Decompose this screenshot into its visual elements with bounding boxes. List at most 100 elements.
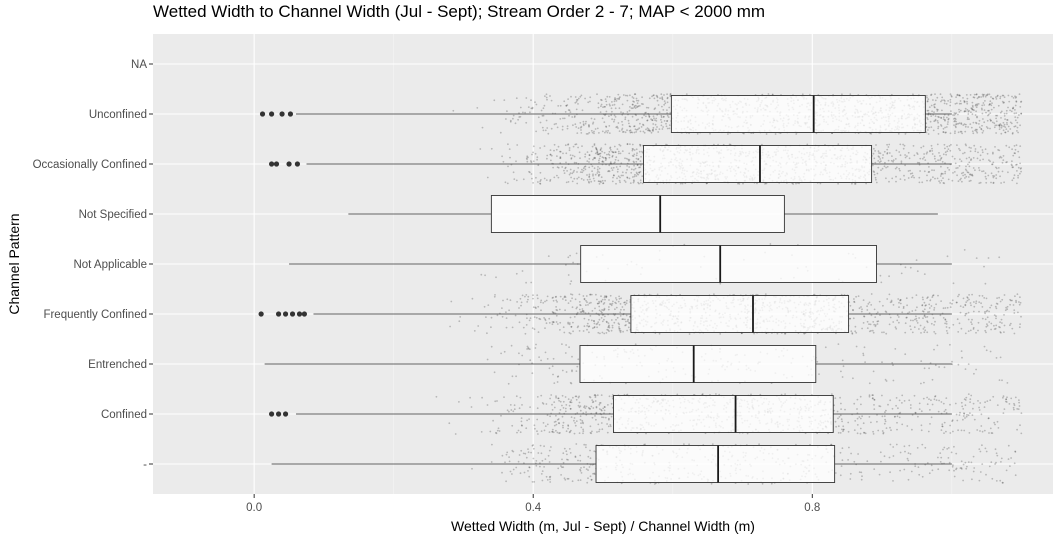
jitter-point <box>570 416 573 418</box>
jitter-point <box>1000 132 1003 135</box>
jitter-point <box>645 115 647 118</box>
jitter-point <box>940 116 942 119</box>
jitter-point <box>994 146 996 148</box>
jitter-point <box>942 116 945 119</box>
jitter-point <box>927 430 930 433</box>
jitter-point <box>873 147 875 150</box>
jitter-point <box>931 110 933 113</box>
jitter-point <box>601 179 604 182</box>
jitter-point <box>518 307 520 309</box>
jitter-point <box>940 179 943 182</box>
jitter-point <box>713 293 715 296</box>
jitter-point <box>637 128 639 131</box>
jitter-point <box>874 176 877 179</box>
jitter-point <box>509 404 512 406</box>
jitter-point <box>624 131 627 134</box>
jitter-point <box>582 123 585 125</box>
jitter-point <box>537 181 539 183</box>
jitter-point <box>870 314 873 317</box>
jitter-point <box>628 321 630 324</box>
jitter-point <box>562 326 565 329</box>
jitter-point <box>626 143 629 146</box>
jitter-point <box>851 333 854 335</box>
jitter-point <box>945 430 947 433</box>
jitter-point <box>522 111 524 114</box>
jitter-point <box>960 401 963 404</box>
jitter-point <box>985 94 988 97</box>
jitter-point <box>538 317 541 320</box>
jitter-point <box>897 407 899 410</box>
jitter-point <box>909 404 912 406</box>
jitter-point <box>960 160 963 163</box>
jitter-point <box>518 352 520 355</box>
jitter-point <box>625 324 627 326</box>
jitter-point <box>938 152 940 154</box>
jitter-point <box>879 405 882 408</box>
jitter-point <box>892 159 895 162</box>
jitter-point <box>1011 132 1014 134</box>
jitter-point <box>515 395 518 398</box>
jitter-point <box>1002 155 1005 157</box>
jitter-point <box>593 180 596 182</box>
jitter-point <box>587 180 590 183</box>
jitter-point <box>614 107 617 110</box>
jitter-point <box>973 305 976 308</box>
jitter-point <box>933 104 935 106</box>
jitter-point <box>883 422 886 425</box>
jitter-point <box>974 129 976 132</box>
jitter-point <box>978 310 980 313</box>
jitter-point <box>526 158 528 161</box>
jitter-point <box>949 403 951 406</box>
jitter-point <box>888 323 891 326</box>
jitter-point <box>980 302 982 305</box>
jitter-point <box>705 182 708 185</box>
jitter-point <box>1002 395 1005 398</box>
jitter-point <box>946 306 949 309</box>
jitter-point <box>876 311 879 314</box>
jitter-point <box>537 331 540 333</box>
jitter-point <box>596 151 599 154</box>
jitter-point <box>629 94 631 97</box>
jitter-point <box>914 412 917 414</box>
jitter-point <box>872 430 874 433</box>
jitter-point <box>946 166 949 169</box>
jitter-point <box>1014 148 1017 151</box>
jitter-point <box>999 326 1001 329</box>
jitter-point <box>590 319 593 322</box>
jitter-point <box>876 420 878 423</box>
jitter-point <box>596 93 598 96</box>
jitter-point <box>517 429 520 432</box>
jitter-point <box>965 169 968 172</box>
jitter-point <box>969 94 972 96</box>
jitter-point <box>1019 172 1021 175</box>
jitter-point <box>549 178 552 181</box>
jitter-point <box>979 154 982 157</box>
jitter-point <box>654 107 657 110</box>
jitter-point <box>991 102 993 104</box>
jitter-point <box>556 431 559 434</box>
jitter-point <box>868 330 871 333</box>
jitter-point <box>604 114 606 117</box>
jitter-point <box>896 428 898 431</box>
jitter-point <box>967 126 969 128</box>
jitter-point <box>964 399 967 401</box>
jitter-point <box>581 309 584 312</box>
jitter-point <box>884 310 887 313</box>
jitter-point <box>959 94 961 97</box>
jitter-point <box>737 182 739 185</box>
jitter-point <box>613 120 615 123</box>
jitter-point <box>881 331 883 334</box>
jitter-point <box>566 127 569 130</box>
jitter-point <box>557 166 560 169</box>
jitter-point <box>876 172 879 175</box>
jitter-point <box>544 319 547 322</box>
jitter-point <box>924 329 927 332</box>
jitter-point <box>979 430 981 432</box>
jitter-point <box>526 317 528 320</box>
jitter-point <box>582 124 585 127</box>
jitter-point <box>955 126 957 129</box>
jitter-point <box>947 121 949 123</box>
jitter-point <box>561 343 563 345</box>
jitter-point <box>606 321 608 324</box>
jitter-point <box>867 303 870 305</box>
